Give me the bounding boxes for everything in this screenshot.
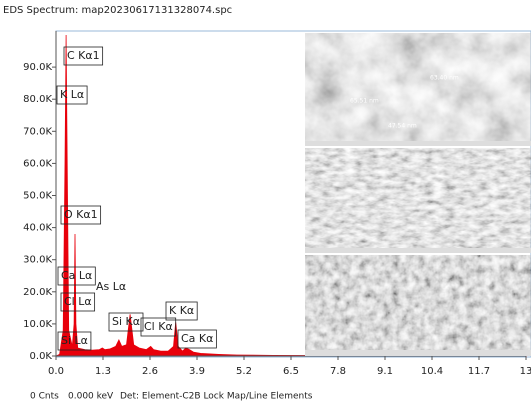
x-tick-label: 1.3 — [95, 366, 111, 377]
x-tick-label: 6.5 — [283, 366, 299, 377]
sem-images — [305, 33, 531, 356]
x-tick-label: 2.6 — [142, 366, 158, 377]
x-tick-label: 9.1 — [377, 366, 393, 377]
y-tick-label: 20.0K — [23, 287, 52, 298]
peak-label: Si Kα — [112, 315, 140, 328]
x-tick-label: 11.7 — [468, 366, 490, 377]
sem-image — [305, 33, 531, 141]
y-tick-label: 80.0K — [23, 94, 52, 105]
peak-label: K Kα — [169, 304, 194, 317]
eds-window: EDS Spectrum: map20230617131328074.spc 0… — [0, 0, 531, 405]
info-bar — [305, 141, 531, 146]
y-tick-label: 30.0K — [23, 255, 52, 266]
x-tick-label: 7.8 — [330, 366, 346, 377]
sem-image — [305, 255, 531, 350]
peak-label: O Kα1 — [64, 208, 98, 221]
peak-label: Cl Kα — [144, 320, 173, 333]
title: EDS Spectrum: map20230617131328074.spc — [3, 5, 232, 16]
peak-label: C Kα1 — [67, 49, 100, 62]
peak-label: Ca Kα — [181, 332, 213, 345]
x-tick-label: 0.0 — [48, 366, 64, 377]
info-bar — [305, 350, 531, 356]
status-text: 0.000 keV — [68, 392, 114, 402]
status-text: Det: Element-C2B Lock Map/Line Elements — [120, 392, 313, 402]
y-tick-label: 90.0K — [23, 62, 52, 73]
x-tick-label: 5.2 — [236, 366, 252, 377]
image-measure: 65.51 nm — [350, 98, 379, 105]
image-measure: 63.40 nm — [430, 75, 459, 82]
peak-label: Ca Lα — [61, 269, 92, 282]
image-measure: 47.54 nm — [388, 123, 417, 130]
peak-label: Cl Lα — [64, 295, 92, 308]
info-bar — [305, 248, 531, 253]
y-tick-label: 70.0K — [23, 126, 52, 137]
y-tick-label: 50.0K — [23, 191, 52, 202]
y-tick-label: 40.0K — [23, 223, 52, 234]
x-tick-label: 10.4 — [421, 366, 443, 377]
y-tick-label: 0.0K — [30, 351, 53, 362]
peak-label: K Lα — [60, 88, 84, 101]
status-text: 0 Cnts — [30, 392, 59, 402]
x-tick-label: 3.9 — [189, 366, 205, 377]
y-tick-label: 60.0K — [23, 158, 52, 169]
y-tick-label: 10.0K — [23, 319, 52, 330]
x-tick-label: 13 — [520, 366, 531, 377]
sem-image — [305, 148, 531, 248]
peak-label: As Lα — [96, 280, 126, 293]
peak-label: Si Lα — [61, 334, 88, 347]
